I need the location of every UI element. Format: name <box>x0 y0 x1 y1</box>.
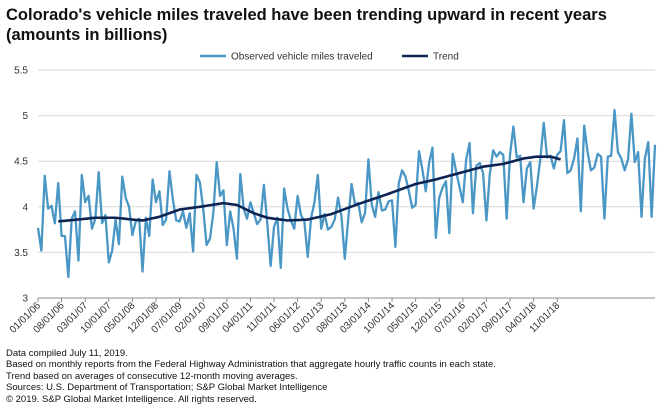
y-tick-label: 5.5 <box>14 66 28 77</box>
y-tick-label: 3.5 <box>14 248 28 259</box>
note-copyright: © 2019. S&P Global Market Intelligence. … <box>6 393 257 405</box>
observed-series-line <box>36 108 657 279</box>
chart-title-line-2: (amounts in billions) <box>6 26 168 44</box>
note-basis: Based on monthly reports from the Federa… <box>6 359 496 371</box>
legend-observed-label: Observed vehicle miles traveled <box>231 52 373 63</box>
chart-notes: Data compiled July 11, 2019. Based on mo… <box>6 348 496 405</box>
line-chart: 33.544.555.501/01/0608/01/0603/01/0710/0… <box>8 52 657 336</box>
y-tick-label: 5 <box>22 111 28 122</box>
y-tick-label: 3 <box>22 294 28 305</box>
note-trend: Trend based on averages of consecutive 1… <box>6 370 298 382</box>
legend-trend-label: Trend <box>433 52 459 63</box>
chart-title-line-1: Colorado's vehicle miles traveled have b… <box>6 6 607 24</box>
y-tick-label: 4.5 <box>14 157 28 168</box>
trend-series-line <box>58 155 561 223</box>
y-tick-label: 4 <box>22 202 28 213</box>
note-sources: Sources: U.S. Department of Transportati… <box>6 382 328 394</box>
chart-title: Colorado's vehicle miles traveled have b… <box>6 5 654 45</box>
note-compiled: Data compiled July 11, 2019. <box>6 348 128 359</box>
